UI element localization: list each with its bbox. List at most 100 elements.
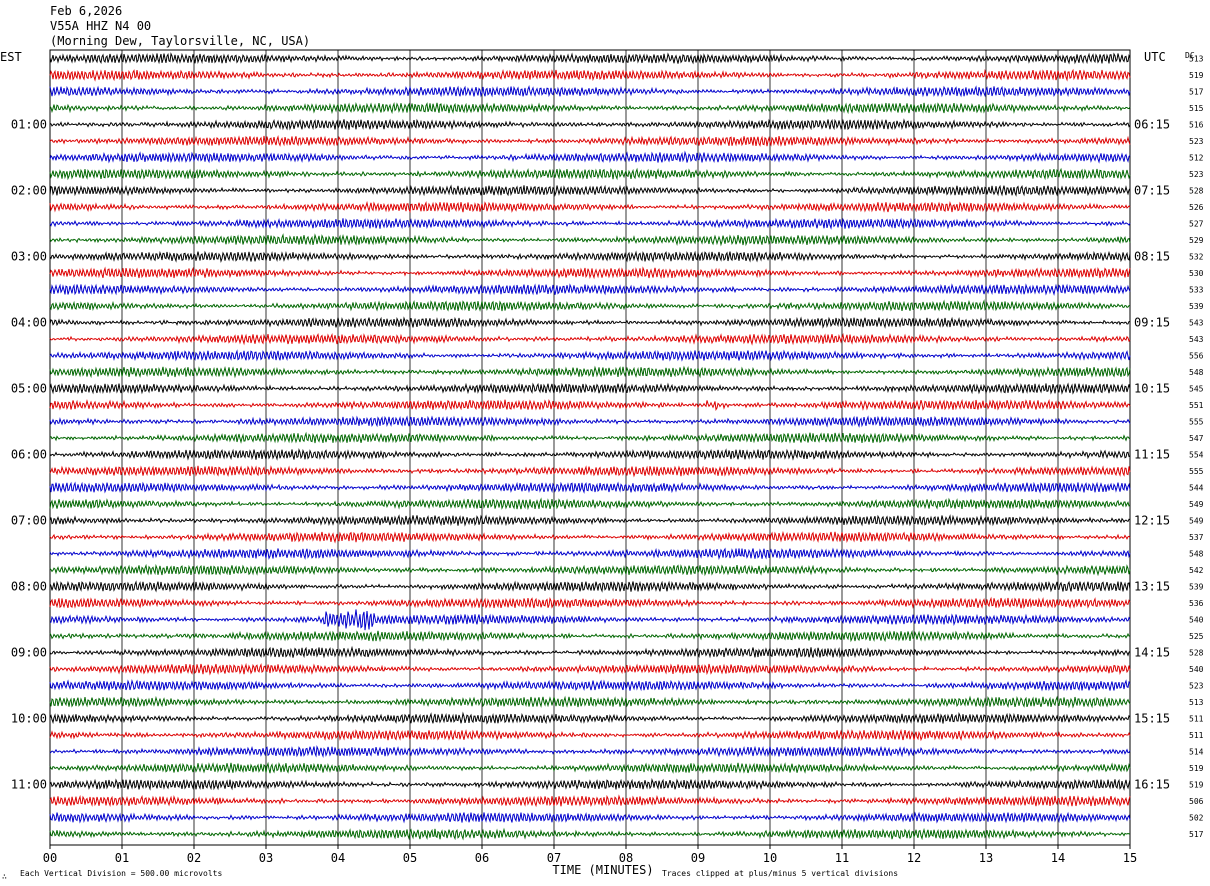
left-hour-label: 07:00: [11, 514, 47, 528]
seismic-trace: [49, 761, 1131, 774]
dc-offset-label: 539: [1189, 583, 1204, 592]
right-hour-label: 09:15: [1134, 316, 1170, 330]
seismic-trace: [49, 678, 1131, 692]
dc-header-label: DC: [1185, 51, 1195, 60]
seismic-trace: [49, 85, 1131, 98]
seismic-trace: [49, 299, 1131, 312]
right-hour-label: 16:15: [1134, 778, 1170, 792]
dc-offset-label: 532: [1189, 253, 1204, 262]
dc-offset-label: 545: [1189, 385, 1204, 394]
dc-offset-label: 542: [1189, 566, 1204, 575]
left-hour-label: 04:00: [11, 316, 47, 330]
seismic-trace: [49, 332, 1131, 346]
dc-offset-label: 519: [1189, 764, 1204, 773]
seismic-trace: [49, 609, 1131, 631]
left-hour-label: 05:00: [11, 382, 47, 396]
header-location: (Morning Dew, Taylorsville, NC, USA): [50, 34, 311, 48]
right-hour-label: 07:15: [1134, 184, 1170, 198]
x-tick-label: 07: [547, 851, 561, 865]
seismic-trace: [49, 399, 1131, 411]
seismic-trace: [49, 728, 1131, 742]
plot-frame: [49, 49, 1131, 846]
dc-offset-label: 517: [1189, 830, 1204, 839]
x-tick-label: 04: [331, 851, 345, 865]
seismic-trace: [49, 134, 1131, 147]
x-tick-label: 08: [619, 851, 633, 865]
seismic-trace: [49, 101, 1131, 115]
left-hour-label: 06:00: [11, 448, 47, 462]
left-timezone-label: EST: [0, 50, 22, 64]
seismic-trace: [49, 811, 1131, 824]
seismic-trace: [49, 167, 1131, 181]
seismic-trace: [49, 745, 1131, 759]
seismic-trace: [49, 200, 1131, 214]
right-timezone-label: UTC: [1144, 50, 1166, 64]
dc-offset-label: 549: [1189, 517, 1204, 526]
dc-offset-label: 506: [1189, 797, 1204, 806]
seismic-trace: [49, 52, 1131, 65]
x-tick-label: 13: [979, 851, 993, 865]
left-hour-label: 09:00: [11, 646, 47, 660]
right-hour-label: 14:15: [1134, 646, 1170, 660]
seismic-trace: [49, 233, 1131, 247]
dc-offset-label: 556: [1189, 352, 1204, 361]
seismic-trace: [49, 250, 1131, 263]
seismic-trace: [49, 184, 1131, 197]
seismic-trace: [49, 349, 1131, 362]
right-hour-label: 06:15: [1134, 118, 1170, 132]
dc-offset-label: 549: [1189, 500, 1204, 509]
dc-offset-label: 519: [1189, 71, 1204, 80]
dc-offset-label: 526: [1189, 203, 1204, 212]
x-tick-label: 15: [1123, 851, 1137, 865]
dc-offset-label: 530: [1189, 269, 1204, 278]
dc-offset-label: 527: [1189, 220, 1204, 229]
dc-offset-label: 555: [1189, 418, 1204, 427]
dc-offset-label: 523: [1189, 682, 1204, 691]
dc-offset-label: 548: [1189, 550, 1204, 559]
seismic-trace: [49, 365, 1131, 379]
dc-offset-label: 513: [1189, 698, 1204, 707]
x-tick-label: 02: [187, 851, 201, 865]
seismic-trace: [49, 283, 1131, 296]
x-tick-label: 14: [1051, 851, 1065, 865]
dc-offset-label: 543: [1189, 335, 1204, 344]
dc-offset-label: 511: [1189, 731, 1204, 740]
dc-offset-label: 544: [1189, 484, 1204, 493]
seismic-trace: [49, 514, 1131, 527]
header-station: V55A HHZ N4 00: [50, 19, 152, 33]
left-hour-label: 03:00: [11, 250, 47, 264]
seismic-trace: [49, 580, 1131, 593]
seismic-trace: [49, 447, 1131, 461]
dc-offset-label: 515: [1189, 104, 1204, 113]
seismic-trace: [49, 547, 1131, 560]
seismic-trace: [49, 596, 1131, 609]
seismic-trace: [49, 777, 1131, 791]
dc-offset-label: 525: [1189, 632, 1204, 641]
right-hour-label: 15:15: [1134, 712, 1170, 726]
right-hour-label: 11:15: [1134, 448, 1170, 462]
seismic-trace: [49, 150, 1131, 164]
dc-offset-label: 548: [1189, 368, 1204, 377]
dc-offset-label: 551: [1189, 401, 1204, 410]
dc-offset-label: 516: [1189, 121, 1204, 130]
dc-offset-label: 536: [1189, 599, 1204, 608]
dc-offset-label: 554: [1189, 451, 1204, 460]
seismic-trace: [49, 711, 1131, 725]
x-tick-label: 12: [907, 851, 921, 865]
dc-offset-label: 502: [1189, 814, 1204, 823]
seismic-trace: [49, 497, 1131, 511]
scale-note: Each Vertical Division = 500.00 microvol…: [20, 869, 222, 878]
seismic-trace: [49, 266, 1131, 280]
x-tick-label: 00: [43, 851, 57, 865]
dc-offset-label: 539: [1189, 302, 1204, 311]
trace-group: [49, 52, 1131, 841]
x-tick-label: 05: [403, 851, 417, 865]
dc-offset-label: 519: [1189, 781, 1204, 790]
x-tick-label: 10: [763, 851, 777, 865]
seismic-trace: [49, 415, 1131, 428]
dc-offset-label: 540: [1189, 665, 1204, 674]
dc-offset-label: 528: [1189, 649, 1204, 658]
dc-offset-label: 523: [1189, 170, 1204, 179]
dc-offset-label: 533: [1189, 286, 1204, 295]
